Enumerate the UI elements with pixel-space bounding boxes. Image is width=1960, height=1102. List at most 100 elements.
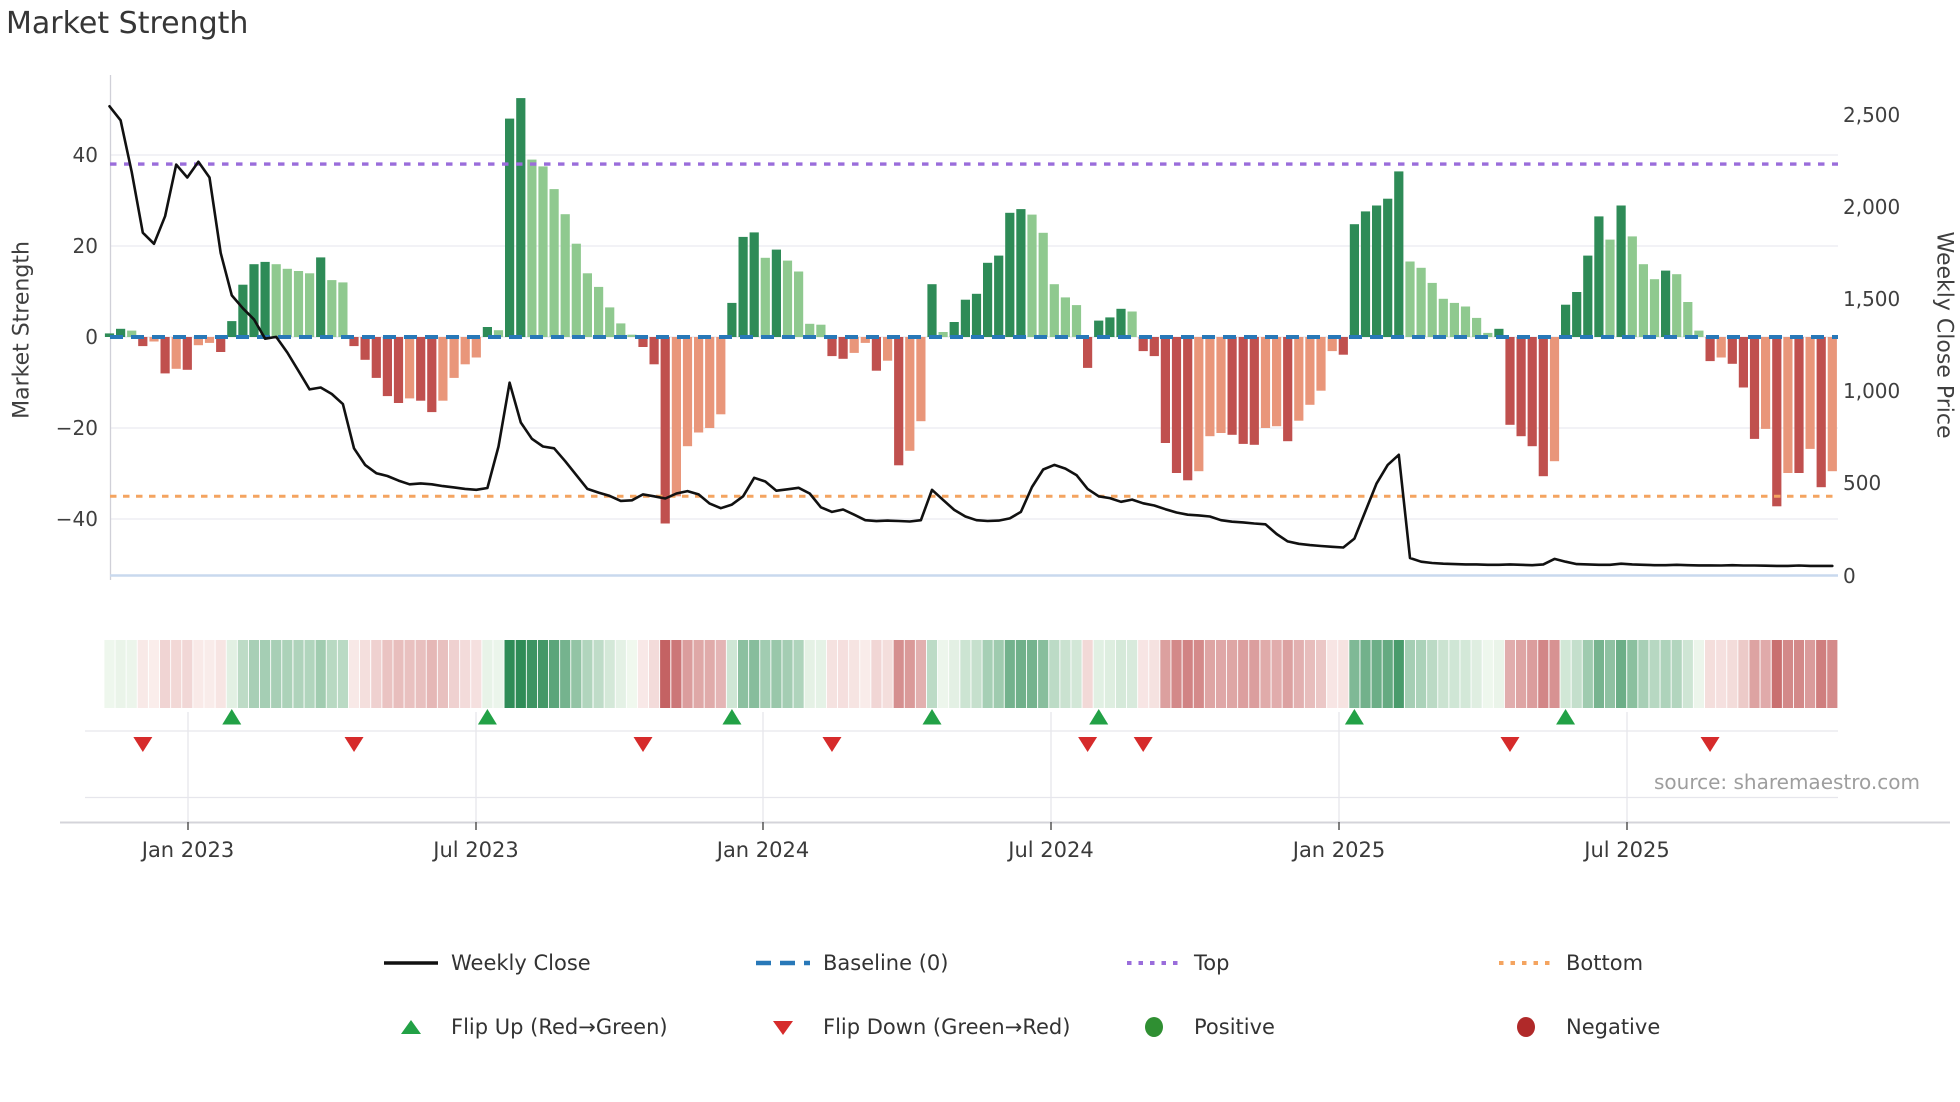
- strength-bar: [1594, 216, 1604, 337]
- x-tick-label: Jan 2024: [716, 838, 810, 862]
- strength-bar: [1549, 337, 1560, 462]
- legend-item-bottom: Bottom: [1497, 949, 1643, 977]
- strength-bar: [1527, 337, 1537, 447]
- heatmap-cell: [971, 640, 982, 708]
- heatmap-cell: [348, 640, 360, 708]
- left-tick-label: 20: [72, 234, 98, 258]
- strength-bar: [1516, 337, 1526, 437]
- heatmap-cell: [1304, 640, 1315, 708]
- strength-bar: [727, 302, 737, 337]
- heatmap-cell: [1738, 640, 1749, 708]
- heatmap-cell: [626, 640, 637, 708]
- strength-bar: [1138, 337, 1148, 352]
- heatmap-cell: [849, 640, 860, 708]
- x-tick-label: Jan 2025: [1292, 838, 1386, 862]
- strength-bar: [1505, 337, 1515, 425]
- strength-bar: [271, 264, 281, 337]
- strength-bar: [816, 324, 826, 337]
- strength-bar: [1194, 337, 1204, 472]
- heatmap-cell: [915, 640, 926, 708]
- strength-bar: [316, 257, 326, 337]
- flip-down-marker: [1700, 737, 1720, 752]
- strength-bar: [1672, 274, 1682, 337]
- heatmap-cell: [615, 640, 626, 708]
- strength-bar: [416, 337, 426, 401]
- strength-bar: [1049, 284, 1059, 337]
- heatmap-cell: [1749, 640, 1760, 708]
- heatmap-cell: [593, 640, 604, 708]
- strength-bar: [1316, 337, 1326, 391]
- strength-bar: [1605, 239, 1615, 337]
- x-tick-label: Jan 2023: [141, 838, 235, 862]
- strength-bar: [1105, 317, 1115, 337]
- heatmap-cell: [1493, 640, 1504, 708]
- heatmap-cell: [1449, 640, 1460, 708]
- strength-bar: [1494, 328, 1504, 337]
- heatmap-cell: [960, 640, 971, 708]
- heatmap-cell: [1671, 640, 1682, 708]
- heatmap-cell: [1693, 640, 1704, 708]
- heatmap-cell: [315, 640, 326, 708]
- strength-bar: [293, 271, 304, 337]
- heatmap-cell: [1204, 640, 1215, 708]
- heatmap-cell: [871, 640, 882, 708]
- heatmap-cell: [415, 640, 426, 708]
- heatmap-cell: [1049, 640, 1060, 708]
- strength-bar: [438, 337, 448, 401]
- heatmap-cell: [371, 640, 382, 708]
- heatmap-cell: [504, 640, 515, 708]
- heatmap-cell: [993, 640, 1004, 708]
- strength-bar: [1538, 337, 1548, 477]
- heatmap-cell: [1416, 640, 1427, 708]
- heatmap-cell: [260, 640, 271, 708]
- strength-bar: [460, 337, 470, 365]
- heatmap-cell: [1549, 640, 1560, 708]
- strength-bar: [1738, 337, 1748, 388]
- x-tick-label: Jul 2025: [1584, 838, 1670, 862]
- flip-down-marker: [1500, 737, 1520, 752]
- left-tick-label: −40: [55, 507, 98, 531]
- heatmap-cell: [248, 640, 260, 708]
- strength-bar: [883, 337, 893, 361]
- heatmap-cell: [815, 640, 826, 708]
- heatmap-cell: [1238, 640, 1249, 708]
- heatmap-cell: [1816, 640, 1827, 708]
- legend-item-flip-up: Flip Up (Red→Green): [382, 1013, 668, 1041]
- strength-bar: [716, 337, 726, 415]
- heatmap-cell: [293, 640, 304, 708]
- right-tick-label: 1,500: [1843, 287, 1901, 312]
- heatmap-cell: [1560, 640, 1571, 708]
- strength-bar: [1472, 317, 1482, 337]
- bottom-dotted-line-icon: [1499, 961, 1553, 965]
- heatmap-cell: [1115, 640, 1127, 708]
- heatmap-cell: [738, 640, 749, 708]
- heatmap-cell: [1382, 640, 1393, 708]
- positive-dot-icon: [1145, 1017, 1163, 1037]
- heatmap-cell: [160, 640, 171, 708]
- heatmap-cell: [1004, 640, 1015, 708]
- strength-bar: [104, 333, 115, 337]
- strength-bar: [738, 236, 748, 337]
- heatmap-cell: [704, 640, 715, 708]
- strength-bar: [560, 214, 570, 337]
- heatmap-cell: [1827, 640, 1838, 708]
- strength-bar: [582, 273, 592, 337]
- strength-bar: [927, 284, 937, 337]
- strength-bar: [938, 332, 948, 337]
- heatmap-cell: [560, 640, 571, 708]
- strength-bar: [516, 98, 526, 337]
- heatmap-cell: [882, 640, 893, 708]
- heatmap-cell: [1616, 640, 1627, 708]
- source-credit: source: sharemaestro.com: [1654, 770, 1920, 794]
- strength-bar: [994, 255, 1004, 337]
- strength-bar: [1438, 298, 1448, 337]
- strength-bar: [1205, 337, 1215, 437]
- heatmap-cell: [1038, 640, 1049, 708]
- heatmap-cell: [271, 640, 282, 708]
- legend-label-bottom: Bottom: [1566, 951, 1644, 975]
- flip-up-marker: [722, 709, 742, 725]
- strength-bar: [1149, 337, 1159, 357]
- left-tick-label: −20: [55, 416, 98, 440]
- flip-up-marker: [477, 709, 497, 725]
- heatmap-cell: [838, 640, 849, 708]
